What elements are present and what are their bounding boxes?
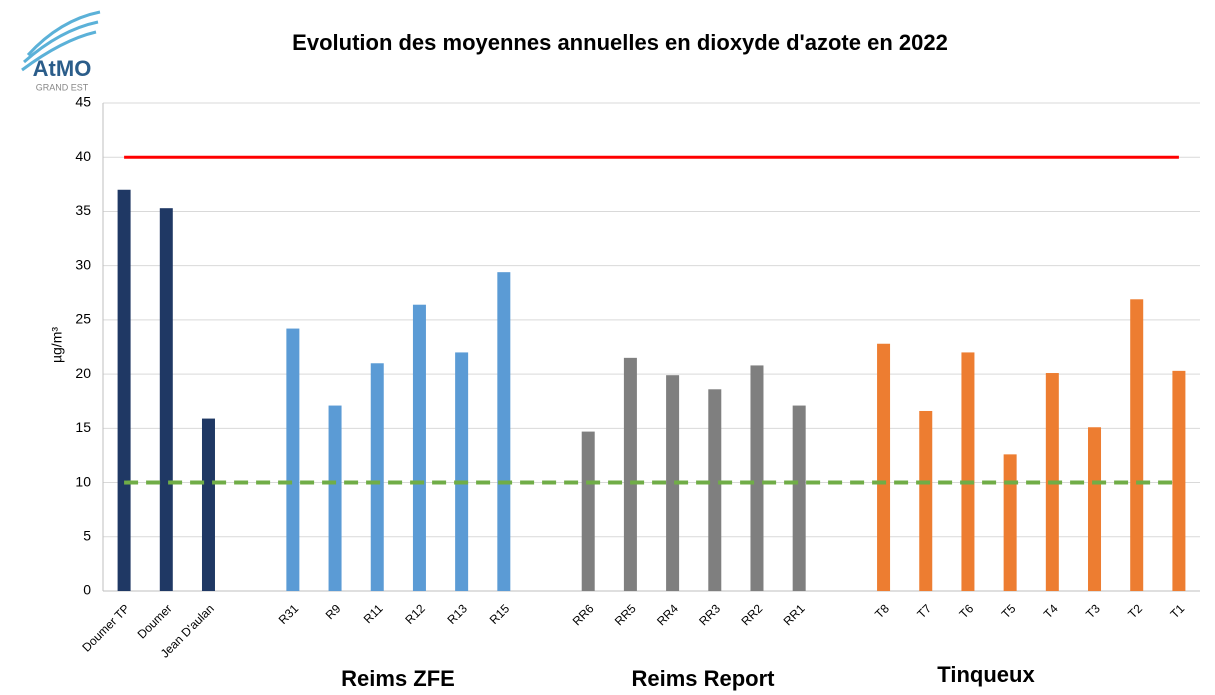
bar [919,410,933,591]
y-tick-label: 45 [75,94,91,110]
bar [877,343,891,591]
x-tick-label: Doumer TP [79,601,132,654]
x-tick-label: R11 [361,601,386,626]
y-tick-label: 0 [83,582,91,598]
x-tick-label: RR1 [781,601,808,628]
bar [792,405,806,591]
bar [286,328,300,591]
bar [666,375,680,591]
bar [1172,370,1186,591]
x-tick-label: RR4 [654,601,681,628]
logo-name: AtMO [33,56,92,81]
chart-title: Evolution des moyennes annuelles en diox… [292,30,948,55]
x-tick-label: RR5 [612,601,639,628]
x-tick-label: T1 [1167,601,1187,621]
bar [455,352,469,591]
bar [328,405,342,591]
x-tick-label: Doumer [135,601,175,641]
bar [159,208,173,592]
bar [581,431,595,591]
y-tick-label: 40 [75,148,91,164]
y-tick-label: 30 [75,256,91,272]
x-tick-label: R12 [402,601,428,627]
bar [201,418,215,591]
x-tick-label: R9 [323,601,344,622]
x-tick-label: R31 [276,601,302,627]
y-tick-label: 35 [75,202,91,218]
bar [370,363,384,591]
group-label: Reims ZFE [341,666,455,691]
bar [117,189,131,591]
bar [1003,454,1017,591]
y-tick-label: 10 [75,473,91,489]
group-label: Reims Report [631,666,775,691]
logo-subtitle: GRAND EST [36,82,89,92]
x-tick-label: T8 [872,601,892,621]
bar [750,365,764,591]
y-tick-label: 5 [83,527,91,543]
bar [961,352,975,591]
x-tick-label: T3 [1083,601,1103,621]
x-tick-label: T7 [914,601,934,621]
bar [1088,427,1102,591]
y-tick-label: 25 [75,311,91,327]
x-tick-label: R15 [487,601,513,627]
logo-swoosh [21,10,101,72]
x-tick-label: RR3 [696,601,723,628]
bar [412,304,426,591]
x-tick-label: R13 [445,601,471,627]
bar [497,272,511,591]
x-tick-label: RR6 [570,601,597,628]
bar [1130,299,1144,591]
x-tick-label: T5 [999,601,1019,621]
x-tick-label: T4 [1041,601,1061,621]
y-tick-label: 20 [75,365,91,381]
group-label: Tinqueux [937,662,1035,687]
y-axis-label: µg/m³ [49,327,65,363]
x-tick-label: T6 [956,601,976,621]
bar [708,389,722,591]
x-tick-label: RR2 [738,601,765,628]
x-tick-label: T2 [1125,601,1145,621]
bar [623,357,637,591]
y-tick-label: 15 [75,419,91,435]
